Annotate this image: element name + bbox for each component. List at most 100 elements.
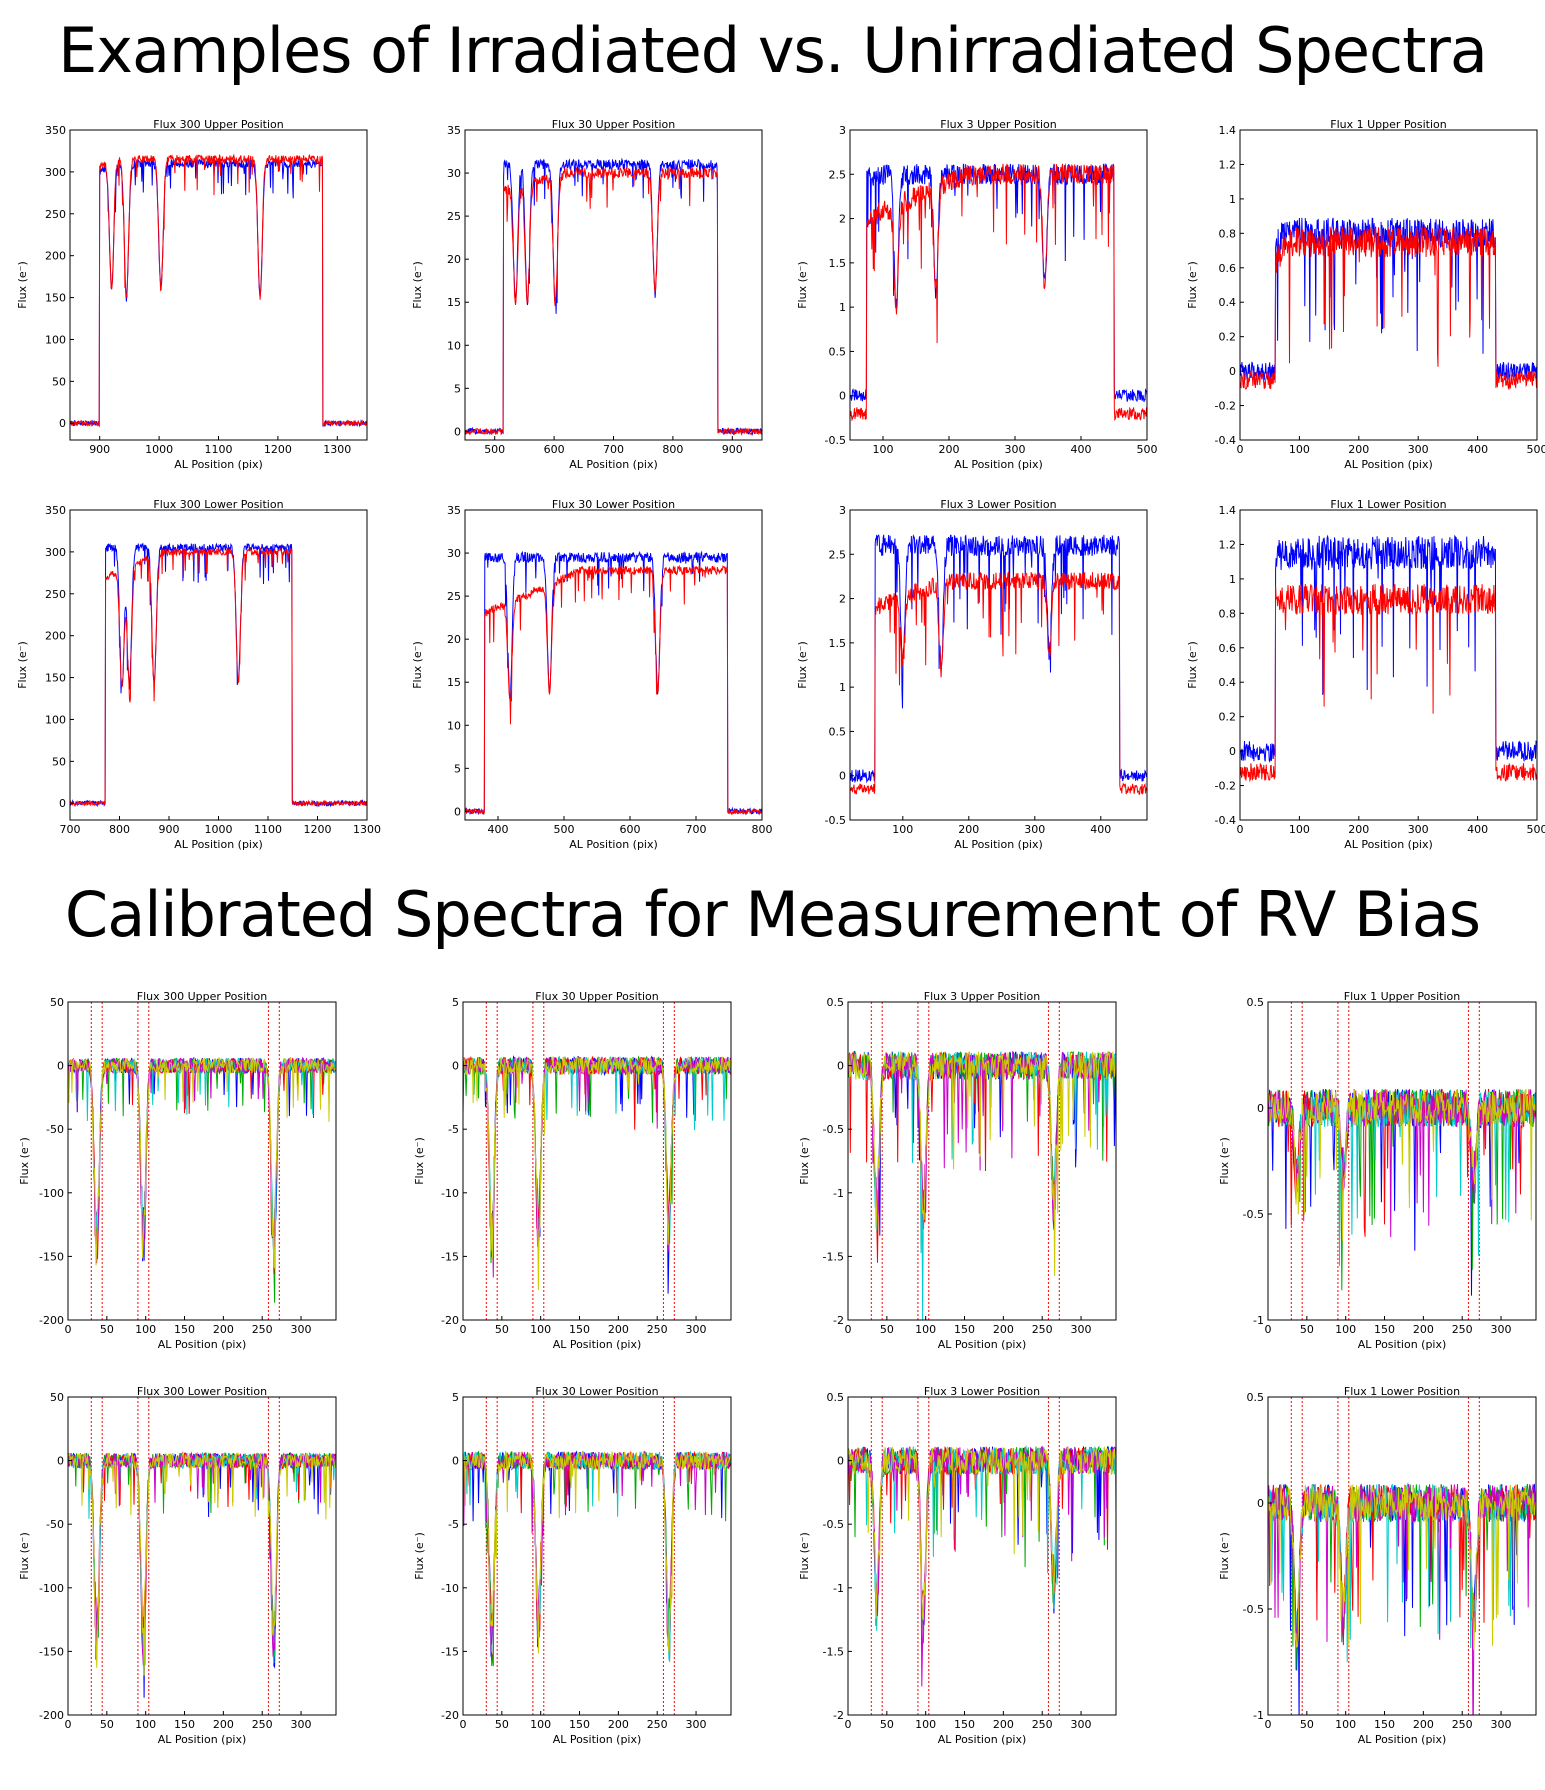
y-tick-label: 0 (1257, 1497, 1264, 1510)
y-tick-label: 50 (52, 375, 66, 388)
y-tick-label: 0.4 (1219, 676, 1237, 689)
y-tick-label: 0 (454, 425, 461, 438)
x-tick-label: 800 (752, 823, 773, 836)
spectrum-chart: Flux 3 Upper Position 100 200 300 400 500 -0.5… (796, 118, 1158, 471)
x-axis-label: AL Position (pix) (174, 458, 263, 471)
y-tick-label: 3 (839, 124, 846, 137)
plot-frame (1267, 1001, 1537, 1321)
x-tick-label: 100 (135, 1718, 156, 1731)
x-tick-label: 300 (1491, 1323, 1512, 1336)
irradiated-series (1240, 584, 1537, 783)
calibrated-series (848, 1050, 1116, 1277)
y-tick-label: -1 (1253, 1709, 1264, 1722)
plot-area (465, 157, 762, 437)
x-tick-label: 250 (647, 1323, 668, 1336)
x-tick-label: 250 (1452, 1718, 1473, 1731)
y-tick-label: 50 (50, 996, 64, 1009)
y-tick-label: 0.5 (827, 996, 845, 1009)
x-axis-label: AL Position (pix) (938, 1733, 1027, 1746)
calibrated-series (463, 1056, 731, 1291)
y-tick-label: 5 (452, 996, 459, 1009)
x-tick-label: 50 (100, 1323, 114, 1336)
y-tick-label: -0.5 (1243, 1603, 1264, 1616)
y-tick-label: -0.2 (1215, 780, 1236, 793)
plot-area (848, 1002, 1116, 1320)
y-tick-label: 10 (447, 719, 461, 732)
x-tick-label: 1100 (254, 823, 282, 836)
spectrum-chart: Flux 1 Lower Position 0 100 200 300 400 500 -0.… (1186, 498, 1545, 851)
x-axis-label: AL Position (pix) (174, 838, 263, 851)
y-tick-label: 0.5 (829, 725, 847, 738)
calibrated-series (848, 1445, 1116, 1687)
x-tick-label: 200 (1348, 443, 1369, 456)
y-tick-label: 1 (1229, 193, 1236, 206)
chart-title: Flux 3 Upper Position (924, 990, 1041, 1003)
y-axis-label: Flux (e⁻) (16, 261, 29, 309)
chart-title: Flux 30 Upper Position (535, 990, 659, 1003)
plot-area (463, 1397, 731, 1715)
x-tick-label: 300 (1408, 823, 1429, 836)
x-tick-label: 0 (1265, 1323, 1272, 1336)
x-axis-label: AL Position (pix) (553, 1733, 642, 1746)
x-axis-label: AL Position (pix) (1358, 1338, 1447, 1351)
y-tick-label: -20 (441, 1314, 459, 1327)
y-tick-label: 0.5 (1247, 1391, 1265, 1404)
chart-title: Flux 300 Lower Position (153, 498, 283, 511)
x-tick-label: 500 (1527, 443, 1545, 456)
y-tick-label: 0.5 (1247, 996, 1265, 1009)
x-axis-label: AL Position (pix) (569, 458, 658, 471)
y-tick-label: 0.6 (1219, 262, 1237, 275)
x-tick-label: 150 (1374, 1718, 1395, 1731)
x-tick-label: 400 (1467, 443, 1488, 456)
x-tick-label: 200 (608, 1323, 629, 1336)
y-tick-label: 0.8 (1219, 227, 1237, 240)
y-tick-label: -1 (833, 1187, 844, 1200)
x-tick-label: 800 (662, 443, 683, 456)
y-tick-label: 250 (45, 208, 66, 221)
spectrum-chart: Flux 30 Lower Position 400 500 600 700 800 0 5 1… (411, 498, 773, 851)
y-tick-label: -0.5 (823, 1123, 844, 1136)
calibrated-series (463, 1055, 731, 1294)
y-tick-label: 35 (447, 124, 461, 137)
x-tick-label: 500 (554, 823, 575, 836)
x-tick-label: 150 (569, 1323, 590, 1336)
y-tick-label: -15 (441, 1250, 459, 1263)
chart-title: Flux 3 Lower Position (940, 498, 1056, 511)
x-tick-label: 200 (1348, 823, 1369, 836)
x-axis-label: AL Position (pix) (1358, 1733, 1447, 1746)
y-tick-label: 5 (452, 1391, 459, 1404)
calibrated-series (463, 1450, 731, 1662)
y-axis-label: Flux (e⁻) (18, 1532, 31, 1580)
spectrum-chart: Flux 300 Lower Position 0 50 100 150 200 250 30… (18, 1385, 337, 1746)
page-title-calibrated: Calibrated Spectra for Measurement of RV… (64, 878, 1481, 951)
plot-area (850, 163, 1147, 422)
y-tick-label: 2.5 (829, 548, 847, 561)
y-tick-label: 1.4 (1219, 124, 1237, 137)
x-tick-label: 300 (1491, 1718, 1512, 1731)
irradiated-series (850, 163, 1147, 422)
calibrated-series (1268, 1088, 1536, 1241)
x-tick-label: 0 (460, 1323, 467, 1336)
spectrum-chart: Flux 30 Upper Position 500 600 700 800 900 0 5 1… (411, 118, 763, 471)
unirradiated-series (70, 542, 367, 808)
chart-title: Flux 300 Lower Position (137, 1385, 267, 1398)
y-tick-label: 2.5 (829, 168, 847, 181)
y-tick-label: 0 (1229, 745, 1236, 758)
y-tick-label: 1 (1229, 573, 1236, 586)
y-tick-label: 0.4 (1219, 296, 1237, 309)
y-tick-label: 0 (839, 390, 846, 403)
y-tick-label: 350 (45, 124, 66, 137)
y-tick-label: -10 (441, 1582, 459, 1595)
chart-title: Flux 3 Upper Position (940, 118, 1057, 131)
x-tick-label: 50 (880, 1718, 894, 1731)
x-tick-label: 100 (915, 1323, 936, 1336)
unirradiated-series (465, 550, 762, 816)
x-tick-label: 400 (488, 823, 509, 836)
x-tick-label: 300 (1408, 443, 1429, 456)
y-tick-label: 50 (50, 1391, 64, 1404)
chart-title: Flux 30 Lower Position (535, 1385, 658, 1398)
x-tick-label: 1200 (304, 823, 332, 836)
x-tick-label: 150 (174, 1718, 195, 1731)
spectrum-chart: Flux 1 Lower Position 0 50 100 150 200 250 300 -… (1218, 1385, 1537, 1746)
x-tick-label: 300 (1024, 823, 1045, 836)
